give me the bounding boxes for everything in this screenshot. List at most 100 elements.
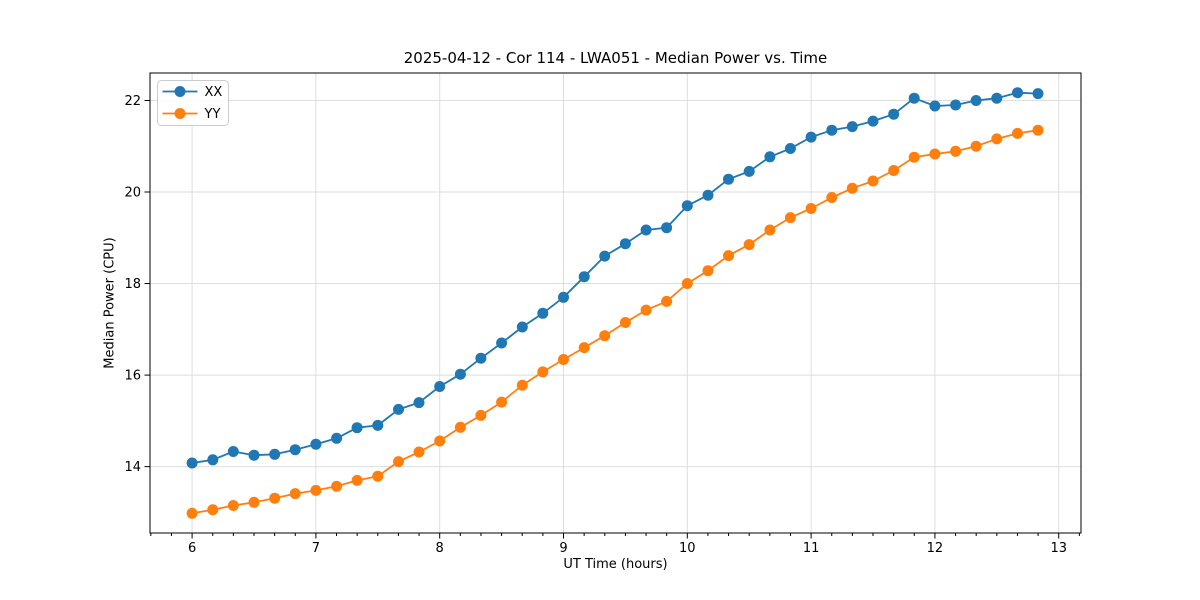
series-yy-marker: [351, 474, 363, 486]
series-xx-marker: [991, 92, 1003, 104]
series-yy-line: [191, 129, 1039, 515]
series-xx-marker: [310, 438, 322, 450]
series-yy-marker: [1012, 127, 1023, 139]
series-yy-marker: [372, 470, 384, 482]
series-xx-marker: [867, 115, 879, 127]
series-xx-marker: [743, 165, 755, 177]
series-xx-marker: [929, 100, 941, 112]
series-yy-marker: [867, 175, 879, 187]
series-xx-marker: [888, 108, 900, 120]
series-yy-marker: [537, 366, 549, 378]
x-axis-label: UT Time (hours): [563, 557, 668, 572]
y-tick-label: 16: [124, 369, 141, 384]
plot-border: [149, 72, 1082, 534]
x-tick-label: 7: [312, 541, 320, 556]
legend-marker-xx: [174, 86, 186, 97]
series-yy-marker: [826, 192, 838, 203]
series-yy-marker: [846, 182, 858, 194]
series-xx-line: [191, 91, 1039, 464]
series-yy-marker: [764, 224, 776, 236]
series-yy-marker: [475, 409, 487, 421]
series-yy-marker: [558, 354, 569, 365]
series-yy-marker: [619, 317, 631, 328]
x-tick-label: 12: [927, 541, 944, 556]
series-xx-marker: [393, 403, 404, 415]
series-yy-marker: [289, 488, 301, 500]
y-tick-label: 14: [124, 460, 141, 475]
series-xx-marker: [950, 99, 962, 111]
series-yy-marker: [784, 212, 796, 224]
x-tick-label: 10: [679, 541, 696, 556]
series-xx-marker: [640, 224, 652, 236]
series-xx-marker: [207, 454, 219, 466]
series-yy-marker: [207, 504, 219, 516]
series-yy-marker: [702, 265, 714, 277]
series-xx-marker: [558, 291, 569, 303]
series-yy-marker: [331, 480, 343, 492]
series-yy-marker: [496, 396, 508, 408]
series-yy-marker: [929, 148, 941, 160]
series-yy-marker: [393, 456, 404, 468]
series-yy-marker: [640, 304, 652, 316]
series-yy-marker: [723, 250, 734, 262]
x-tick-label: 6: [188, 541, 196, 556]
series-xx-marker: [413, 397, 425, 409]
series-xx-marker: [702, 189, 714, 201]
series-xx-marker: [537, 307, 549, 319]
x-tick-label: 9: [559, 541, 567, 556]
series-yy-marker: [434, 435, 446, 447]
series-xx-marker: [578, 271, 590, 283]
x-tick-label: 11: [803, 541, 820, 556]
series-xx-marker: [269, 448, 281, 460]
legend-label-xx: XX: [205, 85, 223, 100]
series-xx-marker: [599, 250, 611, 262]
series-xx-marker: [619, 238, 631, 250]
series-yy-marker: [991, 133, 1003, 145]
series-yy-marker: [661, 295, 673, 307]
series-xx-marker: [723, 173, 734, 185]
series-yy-marker: [1032, 124, 1044, 136]
x-tick-label: 8: [436, 541, 444, 556]
series-yy-marker: [310, 484, 322, 496]
series-xx-marker: [826, 124, 838, 136]
series-yy-marker: [970, 140, 982, 152]
series-xx-marker: [186, 457, 198, 469]
series-xx-marker: [351, 422, 363, 434]
series-xx-marker: [1012, 87, 1023, 99]
series-xx-marker: [331, 432, 343, 444]
series-yy-marker: [413, 446, 425, 458]
series-xx-marker: [434, 381, 446, 392]
series-xx-marker: [227, 446, 239, 457]
x-tick-label: 13: [1050, 541, 1067, 556]
series-xx-marker: [372, 419, 384, 431]
series-xx-marker: [496, 337, 508, 349]
series-yy-marker: [248, 496, 260, 508]
series-xx-marker: [846, 121, 858, 133]
series-yy-marker: [743, 239, 755, 251]
series-xx-marker: [475, 352, 487, 364]
series-xx-marker: [289, 444, 301, 456]
series-xx-marker: [805, 131, 817, 143]
series-yy-marker: [681, 278, 693, 289]
series-xx-marker: [784, 143, 796, 154]
series-yy-marker: [269, 492, 281, 504]
series-xx-marker: [970, 95, 982, 106]
series-yy-marker: [454, 421, 466, 433]
y-tick-label: 22: [124, 94, 141, 109]
legend-marker-yy: [174, 108, 186, 119]
series-yy-marker: [805, 203, 817, 214]
series-xx-marker: [908, 92, 920, 104]
series-yy-marker: [908, 151, 920, 163]
chart-title: 2025-04-12 - Cor 114 - LWA051 - Median P…: [403, 49, 828, 67]
series-xx-marker: [681, 200, 693, 212]
series-yy-marker: [950, 145, 962, 157]
series-xx-marker: [661, 222, 673, 234]
series-xx-marker: [764, 151, 776, 163]
series-yy-marker: [578, 342, 590, 354]
series-xx-marker: [1032, 88, 1044, 100]
series-xx-marker: [516, 321, 528, 333]
series-xx-marker: [454, 368, 466, 380]
series-yy-marker: [227, 500, 239, 511]
